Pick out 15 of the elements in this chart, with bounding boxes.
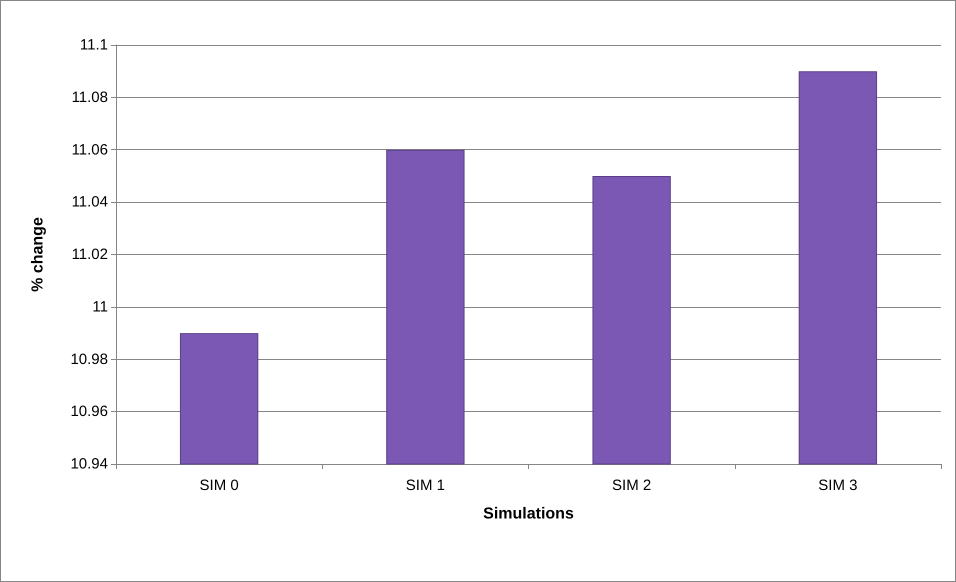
y-tick-label: 11.02 [72, 246, 108, 263]
y-tick-label: 11.1 [80, 36, 108, 54]
x-axis-title: Simulations [483, 506, 574, 522]
y-tick-label: 10.94 [70, 456, 108, 472]
y-tick-label: 11.04 [72, 194, 108, 211]
x-tick-label: SIM 0 [200, 477, 239, 494]
x-tick-label: SIM 3 [818, 477, 858, 494]
x-tick-label: SIM 1 [406, 477, 445, 494]
y-tick-label: 11 [92, 298, 108, 316]
x-tick-label: SIM 2 [612, 477, 652, 494]
y-tick-label: 11.08 [72, 88, 108, 106]
y-tick-label: 11.06 [72, 141, 108, 158]
y-axis-title: % change [30, 217, 46, 292]
y-tick-label: 10.96 [70, 403, 108, 420]
y-tick-label: 10.98 [70, 350, 108, 368]
